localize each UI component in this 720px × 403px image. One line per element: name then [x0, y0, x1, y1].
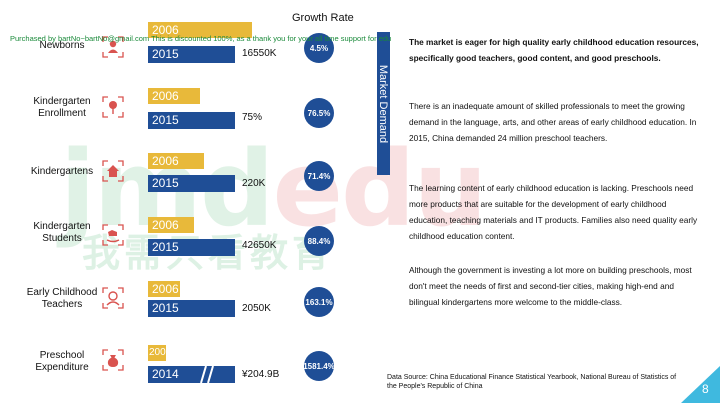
growth-badge-early-childhood-teachers: 163.1%: [304, 287, 334, 317]
value-preschool-expenditure: ¥204.9B: [242, 369, 280, 380]
bar-2015-newborns: 2015: [148, 46, 235, 63]
bar-2015-early-childhood-teachers: 2015: [148, 300, 235, 317]
growth-badge-kindergarten-enrollment: 76.5%: [304, 98, 334, 128]
growth-badge-newborns: 4.5%: [304, 33, 334, 63]
value-early-childhood-teachers: 2050K: [242, 303, 271, 314]
bar-2006-kindergartens: 2006: [148, 153, 204, 169]
growth-badge-preschool-expenditure: 1581.4%: [303, 351, 335, 381]
money-bag-icon: [102, 349, 124, 371]
baby-icon: [102, 36, 124, 58]
paragraph-content: The learning content of early childhood …: [409, 183, 698, 241]
page-number: 8: [702, 382, 709, 396]
paragraph-preschools: Although the government is investing a l…: [409, 265, 692, 307]
bar-break-marks: [200, 366, 226, 383]
growth-rate-header: Growth Rate: [292, 12, 354, 24]
bar-2006-kindergarten-enrollment: 2006: [148, 88, 200, 104]
row-label-kindergarten-enrollment: Kindergarten Enrollment: [33, 96, 91, 119]
bar-2006-kindergarten-students: 2006: [148, 217, 194, 233]
bar-2006-early-childhood-teachers: 2006: [148, 281, 180, 297]
value-newborns: 16550K: [242, 48, 277, 59]
purchase-notice: Purchased by bartNo~bartNo@gmail.com Thi…: [10, 34, 392, 43]
value-kindergartens: 220K: [242, 178, 266, 189]
flower-icon: [102, 96, 124, 118]
value-kindergarten-students: 42650K: [242, 240, 277, 251]
growth-badge-kindergartens: 71.4%: [304, 161, 334, 191]
row-label-early-childhood-teachers: Early Childhood Teachers: [26, 287, 98, 310]
bar-2015-kindergartens: 2015: [148, 175, 235, 192]
bar-2015-kindergarten-students: 2015: [148, 239, 235, 256]
row-label-kindergarten-students: Kindergarten Students: [33, 221, 91, 244]
bar-2006-newborns: 2006: [148, 22, 252, 38]
bar-2006-preschool-expenditure: 200: [148, 345, 166, 361]
teacher-icon: [102, 287, 124, 309]
data-source-note: Data Source: China Educational Finance S…: [387, 374, 677, 390]
row-label-preschool-expenditure: Preschool Expenditure: [35, 350, 89, 373]
paragraph-teachers: There is an inadequate amount of skilled…: [409, 101, 697, 143]
page-corner-decoration: [681, 366, 720, 403]
row-label-newborns: Newborns: [39, 40, 85, 51]
growth-badge-kindergarten-students: 88.4%: [304, 226, 334, 256]
row-label-kindergartens: Kindergartens: [30, 166, 94, 177]
bar-2015-kindergarten-enrollment: 2015: [148, 112, 235, 129]
paragraph-market-summary: The market is eager for high quality ear…: [409, 37, 699, 63]
market-demand-label: Market Demand: [377, 64, 389, 144]
rocking-horse-icon: [102, 224, 124, 246]
market-demand-banner: [377, 32, 390, 175]
value-kindergarten-enrollment: 75%: [242, 112, 263, 123]
house-icon: [102, 160, 124, 182]
